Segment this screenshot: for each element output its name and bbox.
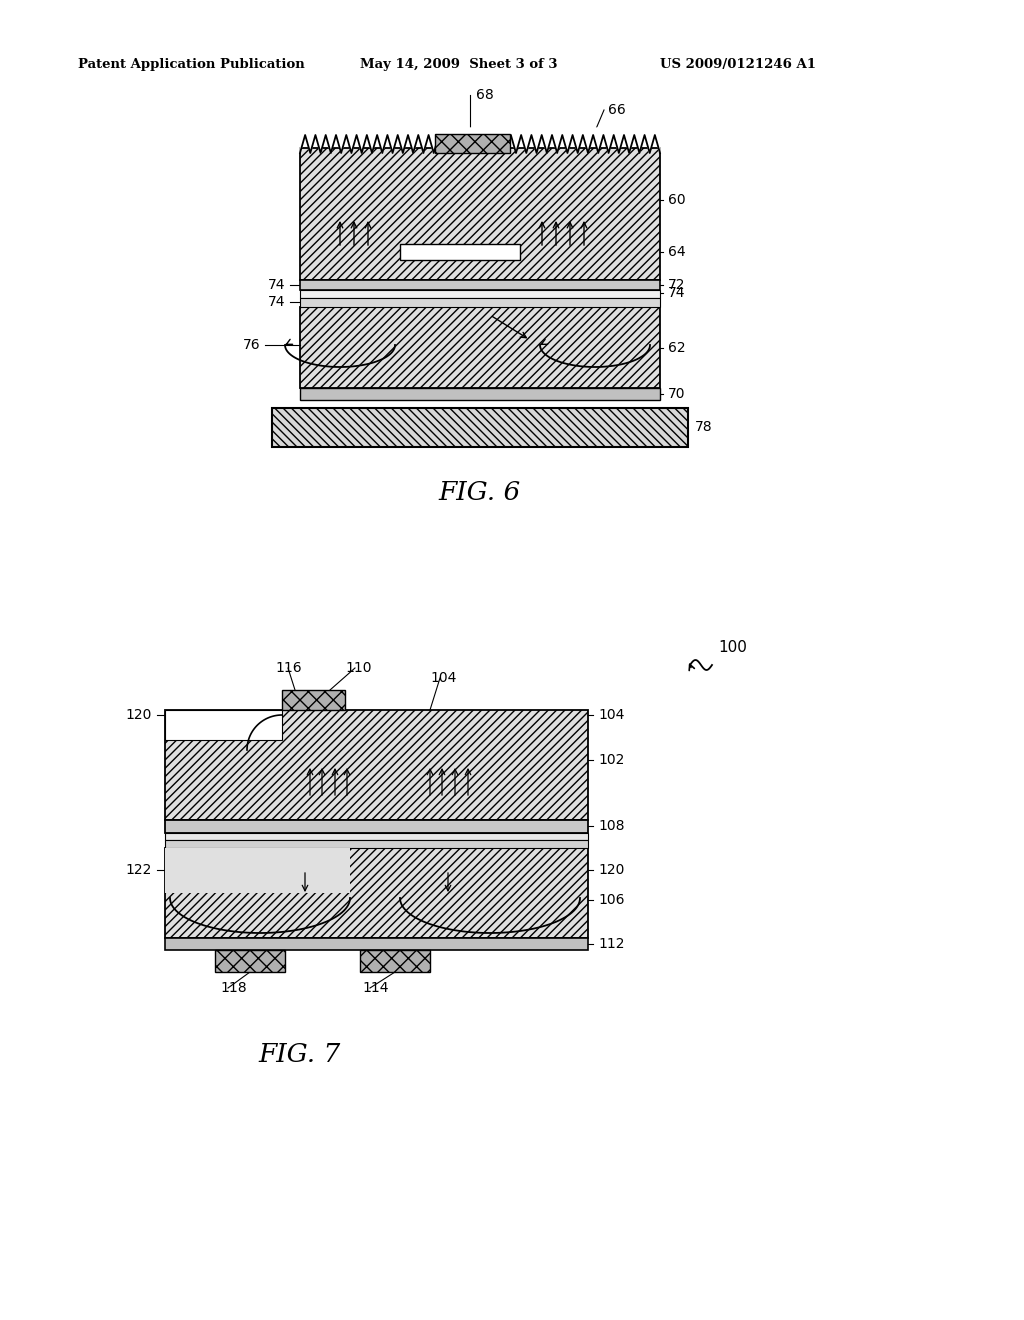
Text: 104: 104 bbox=[598, 708, 625, 722]
Bar bbox=[300, 298, 660, 308]
Bar bbox=[165, 833, 588, 840]
Polygon shape bbox=[300, 128, 660, 153]
Text: 64: 64 bbox=[668, 246, 686, 259]
Text: 112: 112 bbox=[598, 937, 625, 950]
Text: 78: 78 bbox=[695, 420, 713, 434]
Text: 114: 114 bbox=[362, 981, 388, 995]
Text: 122: 122 bbox=[126, 863, 152, 876]
Bar bbox=[165, 710, 282, 741]
Bar bbox=[435, 135, 510, 153]
Bar bbox=[300, 290, 660, 298]
Text: 120: 120 bbox=[598, 863, 625, 876]
Text: 74: 74 bbox=[267, 279, 285, 292]
Text: 104: 104 bbox=[430, 671, 457, 685]
Bar bbox=[215, 950, 285, 972]
Bar bbox=[272, 408, 688, 447]
Bar bbox=[165, 939, 588, 950]
Bar bbox=[165, 820, 588, 833]
Bar bbox=[165, 847, 350, 894]
Text: 68: 68 bbox=[476, 88, 494, 102]
Bar bbox=[435, 135, 510, 153]
Bar bbox=[360, 950, 430, 972]
Text: 76: 76 bbox=[243, 338, 260, 352]
Bar bbox=[300, 388, 660, 400]
Text: 116: 116 bbox=[275, 661, 302, 675]
Bar bbox=[400, 244, 520, 260]
Text: May 14, 2009  Sheet 3 of 3: May 14, 2009 Sheet 3 of 3 bbox=[360, 58, 557, 71]
Text: 60: 60 bbox=[668, 193, 686, 207]
Text: 110: 110 bbox=[345, 661, 372, 675]
Text: 100: 100 bbox=[718, 640, 746, 656]
Bar bbox=[165, 710, 588, 820]
Text: 118: 118 bbox=[220, 981, 247, 995]
Bar bbox=[300, 308, 660, 388]
Text: 106: 106 bbox=[598, 894, 625, 907]
Text: 70: 70 bbox=[668, 387, 685, 401]
Bar bbox=[165, 840, 588, 847]
Text: 108: 108 bbox=[598, 818, 625, 833]
Text: 74: 74 bbox=[267, 294, 285, 309]
Text: FIG. 7: FIG. 7 bbox=[259, 1043, 341, 1068]
Text: 120: 120 bbox=[126, 708, 152, 722]
Text: 74: 74 bbox=[668, 286, 685, 300]
Text: US 2009/0121246 A1: US 2009/0121246 A1 bbox=[660, 58, 816, 71]
Text: FIG. 6: FIG. 6 bbox=[439, 479, 521, 504]
Bar bbox=[282, 690, 345, 710]
Text: 102: 102 bbox=[598, 752, 625, 767]
Text: Patent Application Publication: Patent Application Publication bbox=[78, 58, 305, 71]
Text: 72: 72 bbox=[668, 279, 685, 292]
Bar bbox=[300, 148, 660, 280]
Bar bbox=[300, 280, 660, 290]
Bar bbox=[165, 847, 588, 939]
Text: 62: 62 bbox=[668, 341, 686, 355]
Text: 66: 66 bbox=[608, 103, 626, 117]
